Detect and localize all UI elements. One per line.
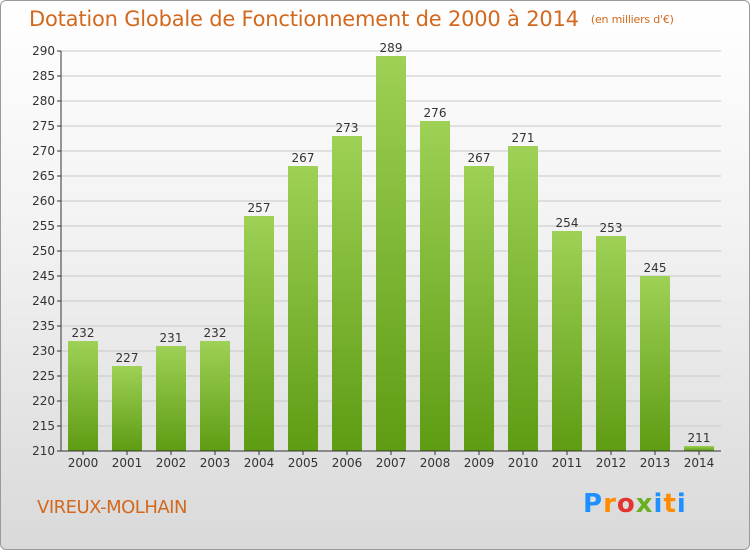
logo-letter: P — [583, 489, 604, 519]
x-tick-label: 2010 — [508, 456, 539, 470]
y-tick-label: 250 — [32, 244, 55, 258]
bar — [200, 341, 230, 451]
logo-letter: x — [635, 489, 654, 519]
bar — [596, 236, 626, 451]
labels: 210 215 220 225 230 235 240 245 250 255 260 265 270 2… — [32, 41, 714, 470]
x-tick-label: 2005 — [288, 456, 319, 470]
logo-letter: i — [676, 489, 687, 519]
x-tick-label: 2013 — [640, 456, 671, 470]
y-tick-label: 225 — [32, 369, 55, 383]
bar — [640, 276, 670, 451]
y-tick-label: 260 — [32, 194, 55, 208]
bar-value-label: 232 — [72, 326, 95, 340]
x-tick-label: 2012 — [596, 456, 627, 470]
bar-value-label: 227 — [116, 351, 139, 365]
x-tick-label: 2000 — [68, 456, 99, 470]
bar — [420, 121, 450, 451]
logo-letter: i — [653, 489, 664, 519]
y-tick-label: 275 — [32, 119, 55, 133]
x-tick-label: 2001 — [112, 456, 143, 470]
bar-value-label: 231 — [160, 331, 183, 345]
bar — [332, 136, 362, 451]
y-tick-label: 220 — [32, 394, 55, 408]
bar-value-label: 254 — [556, 216, 579, 230]
x-tick-label: 2006 — [332, 456, 363, 470]
bar-value-label: 253 — [600, 221, 623, 235]
y-tick-label: 240 — [32, 294, 55, 308]
y-tick-label: 265 — [32, 169, 55, 183]
x-tick-label: 2009 — [464, 456, 495, 470]
bar — [68, 341, 98, 451]
bar — [244, 216, 274, 451]
y-tick-label: 245 — [32, 269, 55, 283]
bar-value-label: 276 — [424, 106, 447, 120]
logo-letter: t — [663, 489, 677, 519]
y-tick-label: 280 — [32, 94, 55, 108]
x-tick-label: 2008 — [420, 456, 451, 470]
bar — [552, 231, 582, 451]
bar — [464, 166, 494, 451]
bar — [112, 366, 142, 451]
bar-value-label: 289 — [380, 41, 403, 55]
bar-value-label: 211 — [688, 431, 711, 445]
x-tick-label: 2011 — [552, 456, 583, 470]
bar-value-label: 267 — [292, 151, 315, 165]
bar — [156, 346, 186, 451]
bar-value-label: 245 — [644, 261, 667, 275]
chart-title: Dotation Globale de Fonctionnement de 20… — [29, 7, 674, 31]
bar — [684, 446, 714, 451]
axes — [57, 50, 721, 455]
bar — [376, 56, 406, 451]
bar-value-label: 232 — [204, 326, 227, 340]
bars — [68, 56, 714, 451]
y-tick-label: 290 — [32, 44, 55, 58]
y-tick-label: 215 — [32, 419, 55, 433]
y-tick-label: 270 — [32, 144, 55, 158]
bar-value-label: 271 — [512, 131, 535, 145]
bar-value-label: 267 — [468, 151, 491, 165]
y-tick-label: 210 — [32, 444, 55, 458]
x-tick-label: 2014 — [684, 456, 715, 470]
chart-title-text: Dotation Globale de Fonctionnement de 20… — [29, 7, 579, 31]
logo-letter: o — [616, 489, 636, 519]
proxiti-logo: Proxiti — [583, 489, 687, 519]
chart-unit-note: (en milliers d'€) — [590, 13, 674, 26]
y-tick-label: 235 — [32, 319, 55, 333]
y-tick-label: 285 — [32, 69, 55, 83]
x-tick-label: 2002 — [156, 456, 187, 470]
town-name: VIREUX-MOLHAIN — [37, 497, 187, 518]
x-tick-label: 2003 — [200, 456, 231, 470]
y-tick-label: 255 — [32, 219, 55, 233]
x-tick-label: 2007 — [376, 456, 407, 470]
bar-value-label: 257 — [248, 201, 271, 215]
bar-value-label: 273 — [336, 121, 359, 135]
y-tick-label: 230 — [32, 344, 55, 358]
bar — [508, 146, 538, 451]
x-tick-label: 2004 — [244, 456, 275, 470]
bar — [288, 166, 318, 451]
logo-letter: r — [603, 489, 617, 519]
